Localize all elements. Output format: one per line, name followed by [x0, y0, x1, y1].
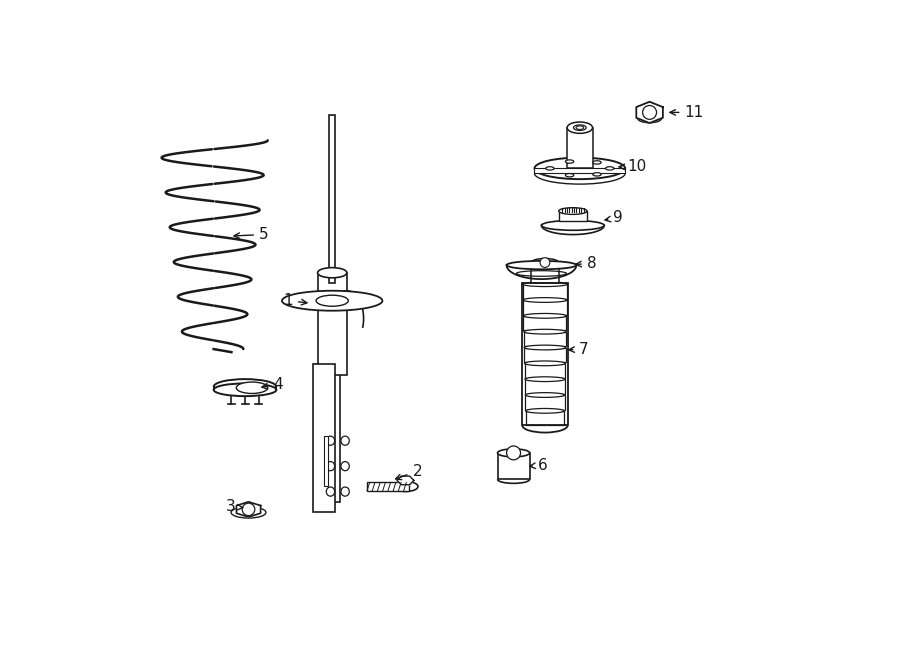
Ellipse shape — [524, 313, 566, 318]
Bar — [559, 211, 587, 221]
Bar — [316, 364, 340, 502]
Circle shape — [540, 258, 550, 268]
Ellipse shape — [526, 393, 564, 397]
Ellipse shape — [593, 161, 601, 164]
Bar — [526, 395, 564, 410]
Bar — [523, 300, 567, 315]
Polygon shape — [397, 476, 414, 485]
Circle shape — [242, 503, 255, 516]
Bar — [313, 364, 336, 512]
Text: 8: 8 — [576, 256, 597, 271]
Bar — [526, 411, 564, 426]
Ellipse shape — [545, 167, 554, 170]
Ellipse shape — [327, 487, 335, 496]
Bar — [524, 332, 566, 346]
Bar — [524, 316, 566, 330]
Text: 4: 4 — [262, 377, 283, 392]
Bar — [367, 483, 409, 490]
Ellipse shape — [531, 258, 559, 266]
Bar — [523, 284, 567, 299]
Ellipse shape — [567, 122, 592, 134]
Ellipse shape — [341, 461, 349, 471]
Text: 6: 6 — [530, 457, 548, 473]
Polygon shape — [507, 265, 576, 279]
Ellipse shape — [316, 295, 348, 306]
Bar — [498, 453, 529, 479]
Ellipse shape — [525, 377, 565, 381]
Ellipse shape — [341, 487, 349, 496]
Ellipse shape — [524, 345, 566, 350]
Ellipse shape — [237, 382, 267, 393]
Ellipse shape — [327, 436, 335, 446]
Ellipse shape — [524, 329, 566, 334]
Ellipse shape — [593, 173, 601, 176]
Bar — [522, 283, 568, 426]
Ellipse shape — [559, 208, 587, 214]
Text: 10: 10 — [619, 159, 646, 175]
Text: 2: 2 — [396, 464, 422, 480]
Ellipse shape — [282, 291, 382, 311]
Text: 3: 3 — [226, 499, 243, 514]
Bar — [525, 364, 565, 378]
Text: 5: 5 — [234, 227, 268, 242]
Ellipse shape — [535, 157, 626, 179]
Ellipse shape — [565, 174, 574, 177]
Ellipse shape — [523, 282, 567, 287]
Bar — [531, 262, 559, 283]
Bar — [329, 115, 335, 283]
Circle shape — [643, 106, 657, 120]
Circle shape — [507, 446, 520, 460]
Ellipse shape — [318, 268, 346, 278]
Ellipse shape — [576, 126, 583, 130]
Bar — [525, 379, 565, 394]
Bar — [535, 169, 626, 173]
Ellipse shape — [393, 481, 418, 492]
Text: 11: 11 — [670, 105, 704, 120]
Text: 7: 7 — [569, 342, 588, 356]
Ellipse shape — [526, 408, 564, 413]
Ellipse shape — [507, 261, 576, 269]
Polygon shape — [542, 225, 604, 235]
Text: 9: 9 — [605, 210, 623, 225]
Polygon shape — [237, 502, 261, 517]
Polygon shape — [636, 102, 663, 123]
Ellipse shape — [525, 361, 565, 366]
Bar — [318, 273, 346, 375]
Ellipse shape — [542, 221, 604, 230]
Ellipse shape — [637, 113, 662, 123]
Ellipse shape — [498, 449, 529, 457]
Ellipse shape — [341, 436, 349, 446]
Ellipse shape — [606, 167, 614, 170]
Bar — [324, 436, 328, 486]
Ellipse shape — [231, 507, 266, 518]
Ellipse shape — [327, 461, 335, 471]
Ellipse shape — [523, 297, 567, 302]
Text: 1: 1 — [284, 293, 307, 308]
Ellipse shape — [565, 160, 574, 163]
Bar — [567, 128, 592, 169]
Ellipse shape — [573, 125, 586, 130]
Bar — [524, 348, 566, 362]
